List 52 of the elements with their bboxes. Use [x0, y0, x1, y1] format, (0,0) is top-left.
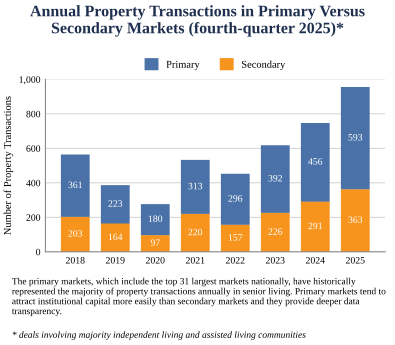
bar	[300, 202, 330, 252]
y-axis-title: Number of Property Transactions	[4, 96, 14, 235]
data-label: 392	[268, 174, 282, 182]
data-label: 203	[68, 230, 82, 237]
data-label: 296	[228, 195, 242, 202]
y-tick-label: 0	[36, 248, 40, 256]
y-tick-label: 800	[26, 110, 40, 118]
bar	[140, 235, 170, 252]
data-label: 593	[348, 134, 362, 141]
bar	[180, 214, 210, 252]
bar	[300, 122, 330, 202]
data-label: 223	[108, 200, 122, 207]
x-tick-label: 2024	[306, 256, 325, 264]
data-label: 220	[188, 228, 202, 236]
bar	[260, 212, 290, 252]
y-tick-label: 400	[26, 180, 40, 186]
x-tick-label: 2023	[266, 256, 285, 264]
data-label: 164	[108, 234, 122, 240]
y-tick-label: 200	[26, 214, 40, 221]
x-tick-label: 2022	[226, 256, 244, 264]
bar	[60, 154, 90, 217]
x-tick-label: 2021	[186, 256, 204, 264]
y-tick-label: 1,000	[20, 76, 40, 84]
data-label: 361	[68, 182, 82, 188]
x-tick-label: 2018	[66, 256, 85, 264]
bar	[60, 216, 90, 252]
x-tick-label: 2020	[146, 256, 165, 264]
bar	[180, 160, 210, 214]
data-label: 291	[308, 222, 322, 230]
bar	[340, 189, 370, 252]
bar	[260, 145, 290, 213]
data-label: 363	[348, 216, 362, 223]
data-label: 456	[308, 158, 322, 165]
bar	[100, 224, 130, 252]
text: * deals involving majority independent living and assisted living communities	[12, 331, 306, 340]
legend-label: Primary	[166, 60, 200, 70]
y-tick-label: 600	[26, 145, 40, 152]
x-tick-label: 2019	[106, 256, 125, 264]
bar	[140, 204, 170, 236]
data-label: 97	[150, 239, 160, 246]
bar	[220, 174, 250, 225]
legend-label: Secondary	[242, 60, 286, 70]
bar	[340, 86, 370, 190]
chart-title: Annual Property Transactions in Primary Versus Secondary Markets (fourth-quarter 2025)*	[30, 5, 365, 37]
bar	[220, 224, 250, 252]
data-label: 180	[148, 215, 162, 222]
data-label: 226	[268, 228, 282, 235]
text: The primary markets, which include the top 31 largest markets nationally, have historically represented the majority of property transactions annually in senior living. Primary markets tend to attract institutional capital more easily than secondary markets and they provide deeper data transparency.	[12, 278, 386, 316]
data-label: 157	[228, 234, 242, 241]
data-label: 313	[188, 182, 202, 190]
bar	[100, 185, 130, 224]
x-tick-label: 2025	[346, 256, 365, 264]
